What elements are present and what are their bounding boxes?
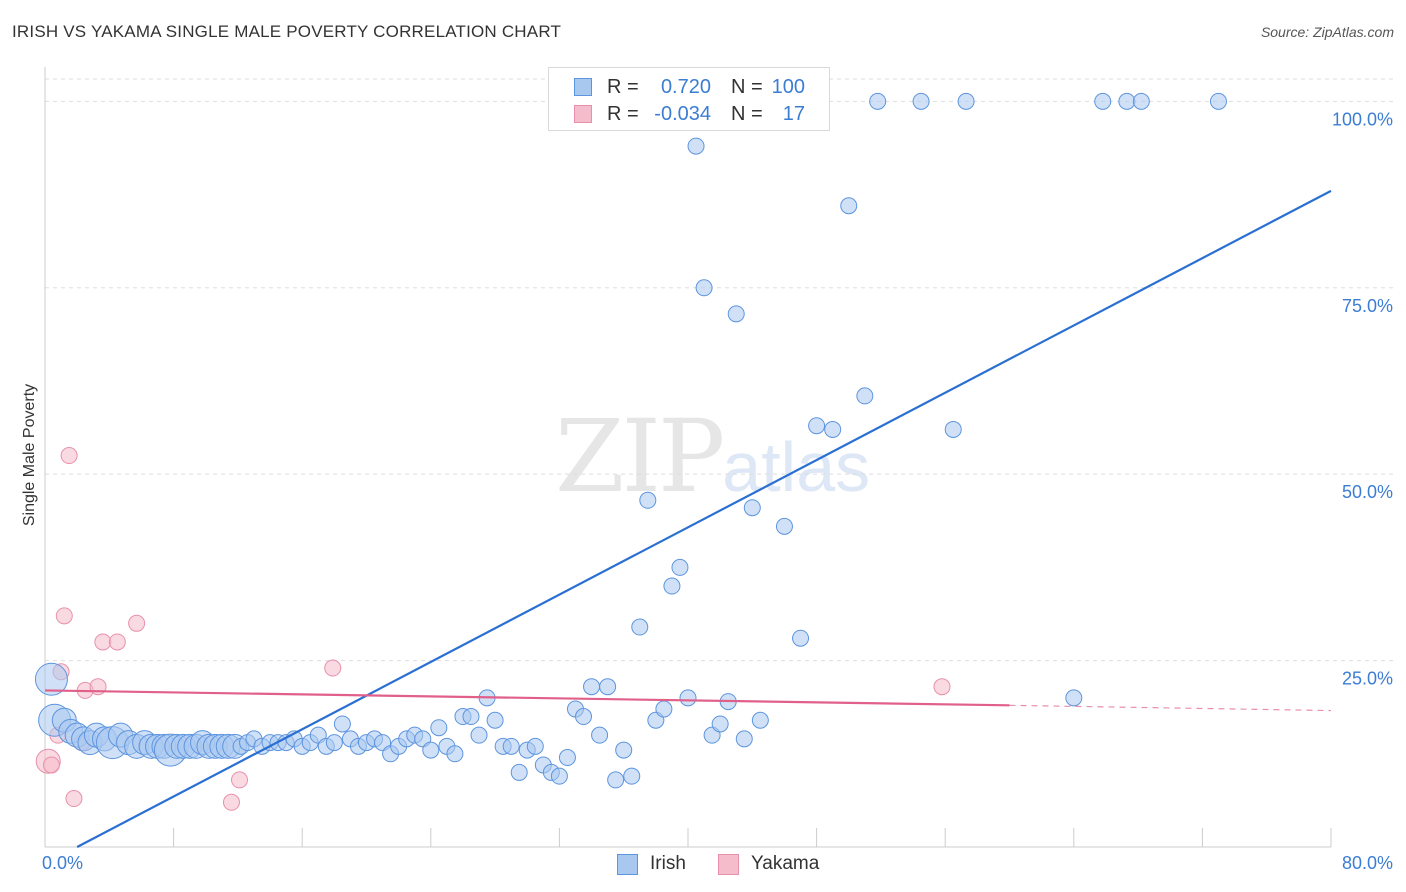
yakama-point	[42, 756, 60, 774]
irish-point	[502, 737, 520, 755]
irish-point	[1094, 92, 1112, 110]
irish-point	[446, 745, 464, 763]
irish-point	[957, 92, 975, 110]
watermark-zip: ZIP	[555, 398, 725, 515]
legend-row-irish: R = 0.720 N = 100	[549, 73, 829, 99]
yakama-trendline	[44, 689, 1010, 707]
yakama-trendline-extension	[1009, 704, 1332, 712]
irish-point	[1118, 92, 1136, 110]
irish-point	[575, 708, 593, 726]
irish-point	[775, 517, 793, 535]
irish-point	[869, 92, 887, 110]
irish-point	[615, 741, 633, 759]
irish-point	[526, 737, 544, 755]
irish-point	[583, 678, 601, 696]
irish-point	[430, 719, 448, 737]
irish-point	[325, 734, 343, 752]
irish-point	[824, 420, 842, 438]
irish-point	[655, 700, 673, 718]
yakama-point	[60, 447, 78, 465]
irish-point	[1065, 689, 1083, 707]
irish-legend-swatch	[617, 854, 638, 875]
tick-labels: 25.0% 50.0% 75.0% 100.0% 0.0% 80.0%	[42, 109, 1393, 873]
series-legend: Irish Yakama	[0, 851, 1406, 877]
irish-point	[743, 499, 761, 517]
irish-series	[34, 92, 1227, 789]
yakama-point	[324, 659, 342, 677]
irish-point	[599, 678, 617, 696]
yakama-point	[222, 793, 240, 811]
n-value: 17	[782, 103, 805, 125]
n-label: N =	[731, 76, 763, 98]
irish-point	[944, 420, 962, 438]
y-tick-label: 100.0%	[1332, 109, 1393, 129]
gridlines	[45, 78, 1395, 662]
irish-point	[510, 763, 528, 781]
irish-point	[623, 767, 641, 785]
x-tick-label: 0.0%	[42, 853, 83, 873]
irish-point	[808, 417, 826, 435]
r-label: R =	[607, 103, 639, 125]
irish-point	[671, 558, 689, 576]
watermark: ZIPatlas	[555, 398, 870, 515]
irish-point	[550, 767, 568, 785]
axes	[44, 67, 1332, 848]
irish-point	[695, 279, 713, 297]
yakama-point	[108, 633, 126, 651]
irish-point	[711, 715, 729, 733]
n-value: 100	[771, 76, 805, 98]
irish-legend-label: Irish	[650, 853, 686, 874]
irish-point	[735, 730, 753, 748]
r-value: 0.720	[660, 76, 711, 98]
irish-point	[34, 662, 68, 696]
n-label: N =	[731, 103, 763, 125]
irish-point	[639, 491, 657, 509]
irish-point	[462, 708, 480, 726]
r-value: -0.034	[654, 103, 711, 125]
r-label: R =	[607, 76, 639, 98]
irish-point	[679, 689, 697, 707]
yakama-legend-label: Yakama	[751, 853, 820, 874]
irish-point	[840, 197, 858, 215]
irish-point	[607, 771, 625, 789]
y-tick-label: 75.0%	[1342, 296, 1393, 316]
yakama-point	[231, 771, 249, 789]
yakama-point	[55, 607, 73, 625]
irish-point	[912, 92, 930, 110]
irish-point	[663, 577, 681, 595]
watermark-atlas: atlas	[722, 428, 871, 506]
correlation-legend: R = 0.720 N = 100 R = -0.034 N = 17	[548, 67, 830, 131]
irish-swatch	[574, 78, 592, 96]
irish-point	[792, 629, 810, 647]
y-tick-label: 25.0%	[1342, 669, 1393, 689]
irish-point	[687, 137, 705, 155]
irish-point	[1132, 92, 1150, 110]
legend-row-yakama: R = -0.034 N = 17	[549, 100, 829, 126]
irish-point	[422, 741, 440, 759]
irish-point	[591, 726, 609, 744]
yakama-legend-swatch	[718, 854, 739, 875]
irish-trendline	[76, 189, 1332, 848]
y-tick-label: 50.0%	[1342, 482, 1393, 502]
yakama-point	[94, 633, 112, 651]
chart-title: IRISH VS YAKAMA SINGLE MALE POVERTY CORR…	[12, 22, 562, 41]
yakama-point	[933, 678, 951, 696]
irish-point	[470, 726, 488, 744]
trendlines	[44, 189, 1332, 848]
yakama-point	[128, 614, 146, 632]
irish-point	[751, 711, 769, 729]
yakama-point	[65, 790, 83, 808]
irish-point	[333, 715, 351, 733]
irish-point	[558, 749, 576, 767]
irish-point	[727, 305, 745, 323]
yakama-swatch	[574, 105, 592, 123]
x-tick-label: 80.0%	[1342, 853, 1393, 873]
irish-point	[1209, 92, 1227, 110]
irish-point	[486, 711, 504, 729]
irish-point	[856, 387, 874, 405]
irish-point	[631, 618, 649, 636]
source-label: Source: ZipAtlas.com	[1260, 24, 1394, 40]
